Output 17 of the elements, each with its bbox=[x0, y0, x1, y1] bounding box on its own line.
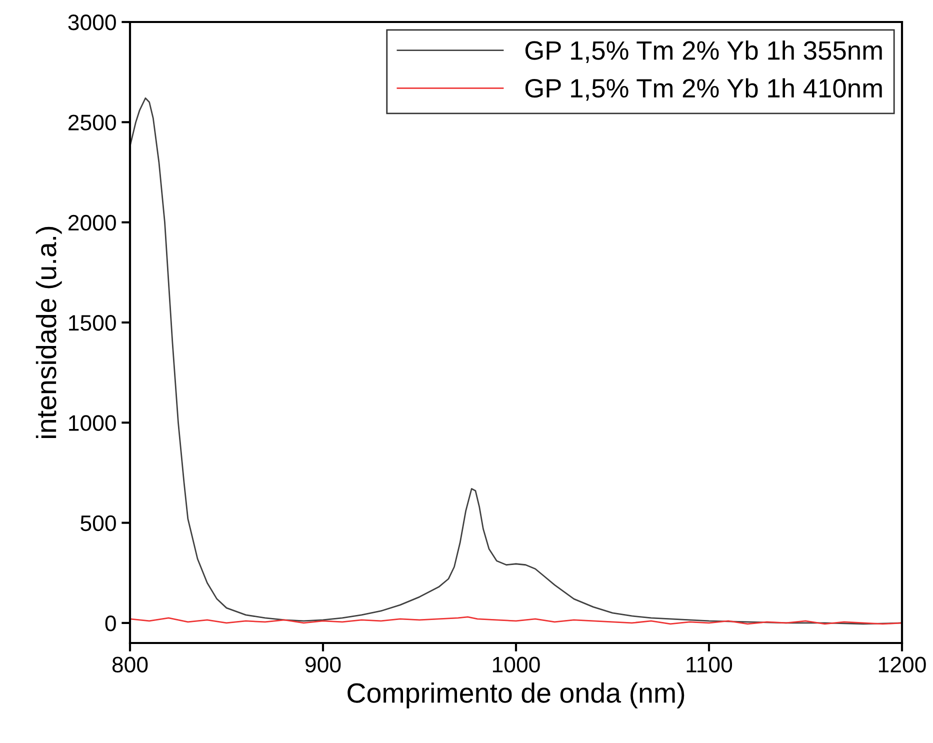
y-tick-label: 1500 bbox=[69, 315, 116, 331]
x-tick-label: 900 bbox=[306, 656, 341, 673]
x-axis-title: Comprimento de onda (nm) bbox=[348, 682, 684, 708]
x-tick-label: 1000 bbox=[492, 656, 540, 673]
legend-label: GP 1,5% Tm 2% Yb 1h 410nm bbox=[525, 78, 882, 101]
x-tick-label: 800 bbox=[112, 656, 148, 673]
legend-label: GP 1,5% Tm 2% Yb 1h 355nm bbox=[525, 40, 882, 63]
x-tick-label: 1100 bbox=[686, 656, 732, 673]
y-tick-label: 500 bbox=[80, 515, 116, 532]
y-tick-label: 0 bbox=[105, 616, 116, 632]
y-tick-label: 3000 bbox=[68, 14, 116, 30]
y-axis-title: intensidade (u.a.) bbox=[36, 226, 62, 438]
y-tick-label: 1000 bbox=[69, 415, 116, 431]
y-tick-label: 2500 bbox=[68, 114, 116, 130]
x-tick-label: 1200 bbox=[878, 656, 926, 673]
line-series bbox=[130, 616, 902, 625]
y-tick-label: 2000 bbox=[68, 214, 116, 231]
